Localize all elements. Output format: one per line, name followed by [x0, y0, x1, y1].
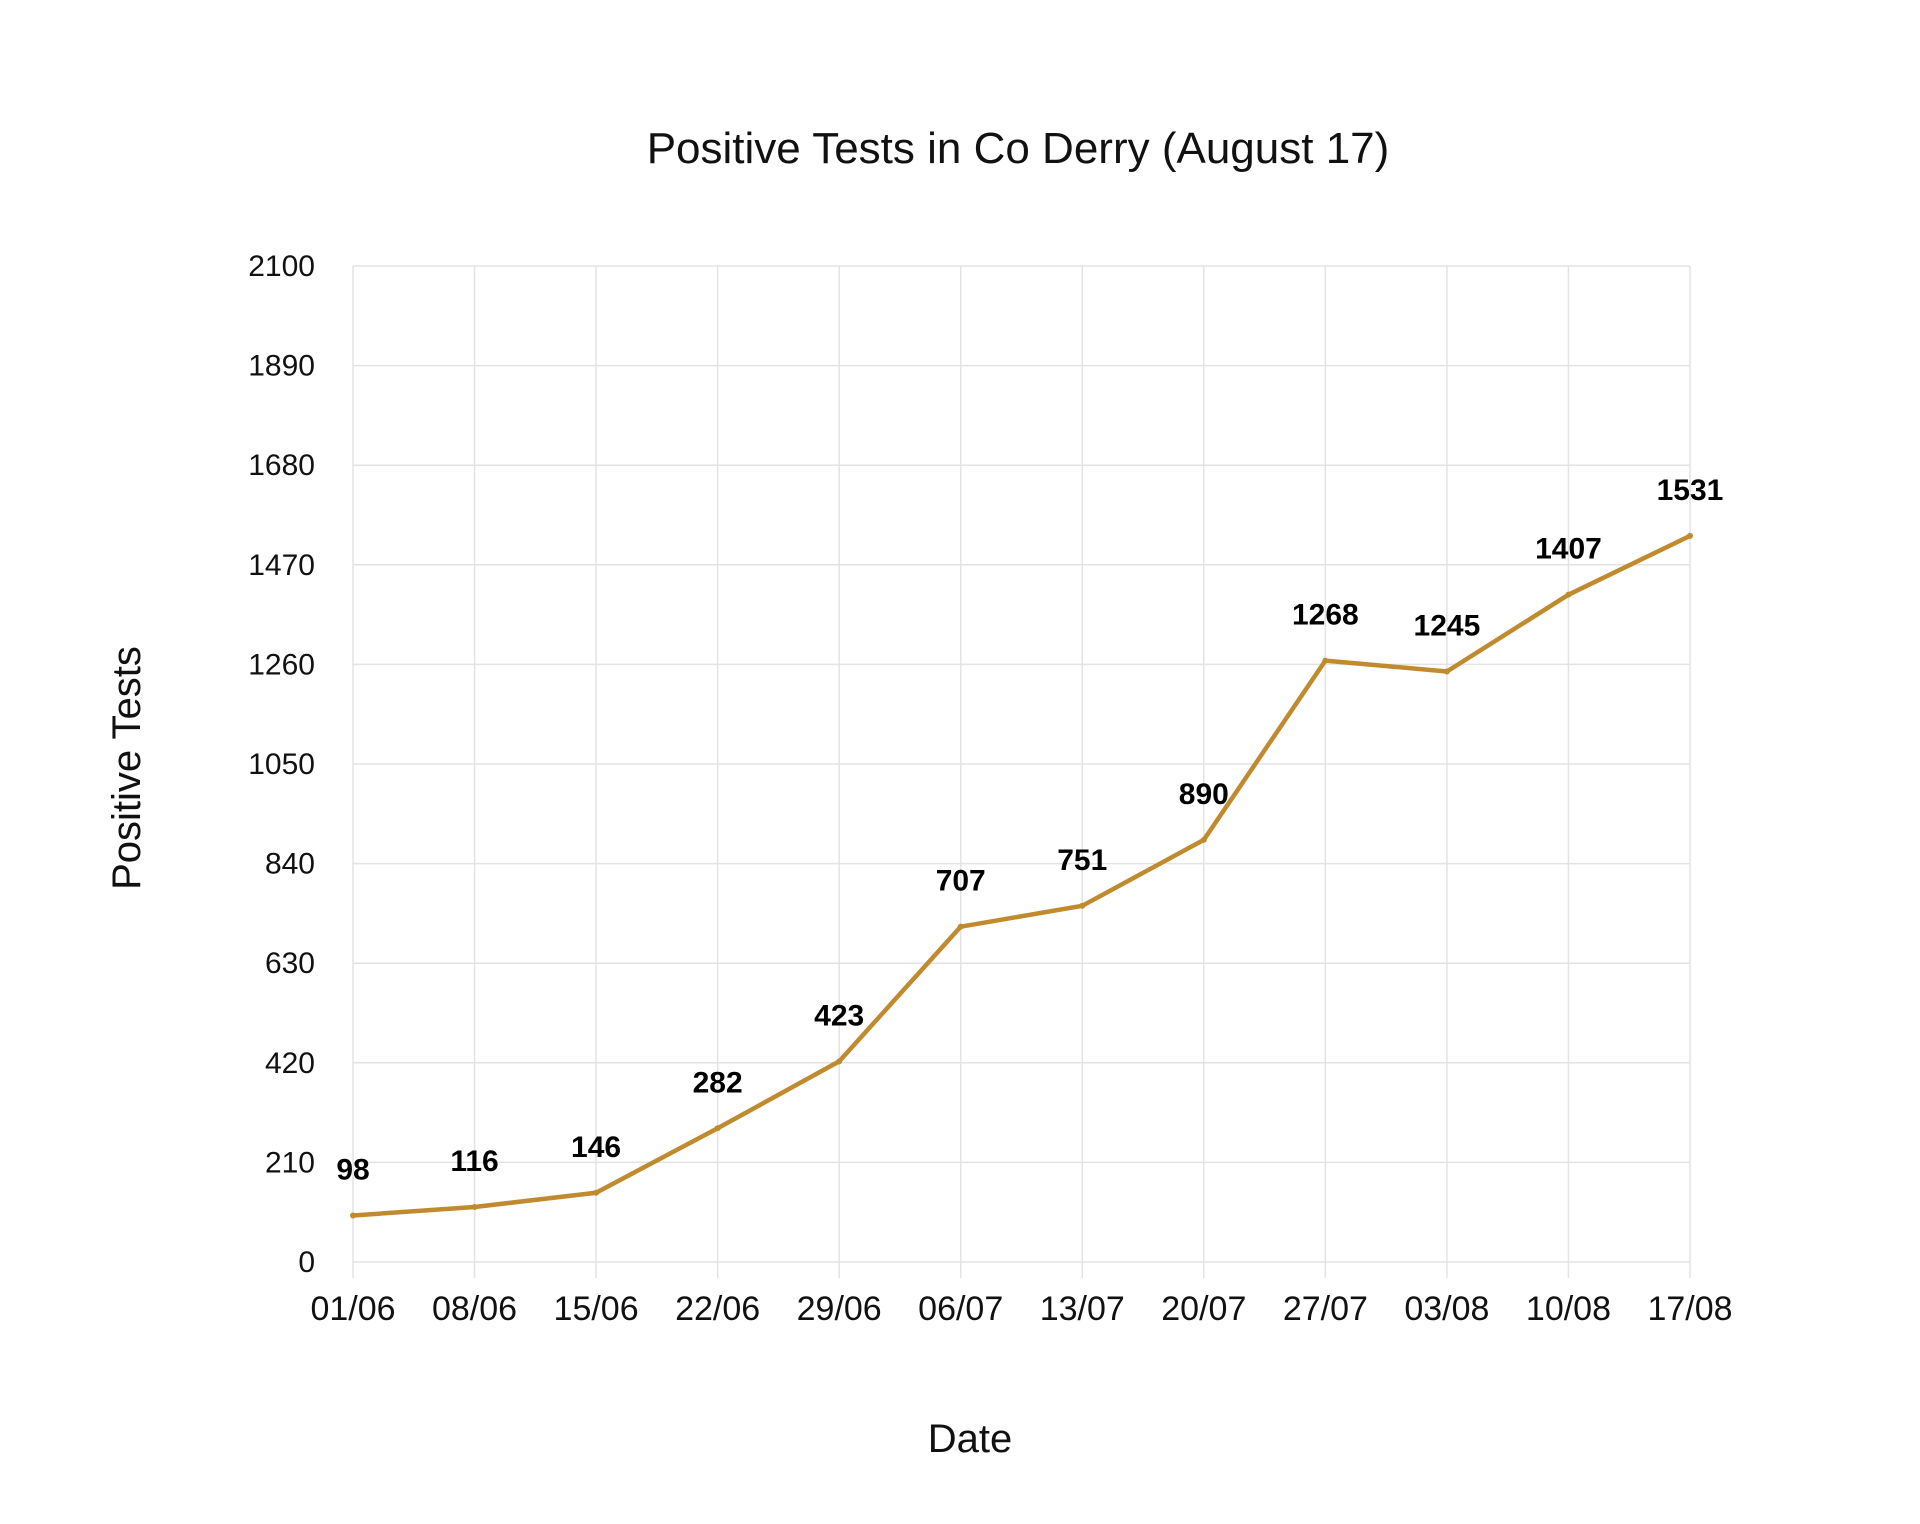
data-label: 1531: [1657, 474, 1724, 507]
data-point: [1443, 668, 1450, 675]
y-tick-label: 1260: [248, 648, 315, 681]
data-label: 1407: [1535, 533, 1602, 566]
series-line-layer: [350, 532, 1693, 1219]
y-tick-label: 630: [265, 947, 315, 980]
data-point: [1200, 836, 1207, 843]
y-tick-label: 2100: [248, 250, 315, 283]
y-axis-title: Positive Tests: [105, 646, 149, 890]
y-tick-label: 420: [265, 1047, 315, 1080]
y-tick-label: 0: [298, 1246, 315, 1279]
data-point: [350, 1212, 356, 1219]
data-label-layer: 98 116 146 282 423 707 751 890 1268 1245 1407 1531: [336, 474, 1723, 1187]
x-tick-label: 27/07: [1283, 1290, 1368, 1328]
data-point: [1565, 591, 1572, 598]
data-point: [714, 1125, 721, 1132]
data-point: [957, 923, 964, 930]
data-label: 146: [571, 1131, 621, 1164]
x-tick-label: 20/07: [1161, 1290, 1246, 1328]
x-tick-label: 13/07: [1040, 1290, 1125, 1328]
x-tick-label: 03/08: [1404, 1290, 1489, 1328]
y-tick-label: 1470: [248, 549, 315, 582]
data-label: 282: [693, 1066, 743, 1099]
x-tick-label: 15/06: [554, 1290, 639, 1328]
x-tick-label: 10/08: [1526, 1290, 1611, 1328]
data-label: 751: [1057, 844, 1107, 877]
x-tick-label: 17/08: [1647, 1290, 1732, 1328]
data-label: 98: [336, 1154, 369, 1187]
y-tick-label: 1680: [248, 449, 315, 482]
chart-title: Positive Tests in Co Derry (August 17): [647, 124, 1390, 173]
data-label: 116: [450, 1145, 498, 1178]
series-line: [350, 533, 1693, 1218]
data-label: 423: [814, 999, 864, 1032]
x-axis-title: Date: [928, 1417, 1013, 1461]
data-label: 1245: [1414, 610, 1481, 643]
y-tick-label: 1050: [248, 748, 315, 781]
x-axis-ticks: 01/06 08/06 15/06 22/06 29/06 06/07 13/07 20/07…: [310, 1290, 1732, 1328]
data-point: [836, 1058, 843, 1065]
x-tick-label: 29/06: [797, 1290, 882, 1328]
y-tick-label: 840: [265, 848, 315, 881]
y-tick-label: 1890: [248, 350, 315, 383]
x-tick-label: 01/06: [310, 1290, 395, 1328]
data-point: [1687, 532, 1693, 539]
data-point: [471, 1203, 478, 1210]
x-tick-label: 08/06: [432, 1290, 517, 1328]
data-point: [1322, 657, 1329, 664]
y-tick-label: 210: [265, 1146, 315, 1179]
data-point: [593, 1189, 600, 1196]
y-axis-ticks: 0 210 420 630 840 1050 1260 1470 1680 1890 2100: [248, 250, 315, 1279]
data-label: 1268: [1292, 599, 1359, 632]
data-label: 890: [1179, 778, 1229, 811]
grid-layer: [352, 265, 1691, 1278]
data-point: [1079, 902, 1086, 909]
data-label: 707: [936, 865, 986, 898]
x-tick-label: 22/06: [675, 1290, 760, 1328]
x-tick-label: 06/07: [918, 1290, 1003, 1328]
